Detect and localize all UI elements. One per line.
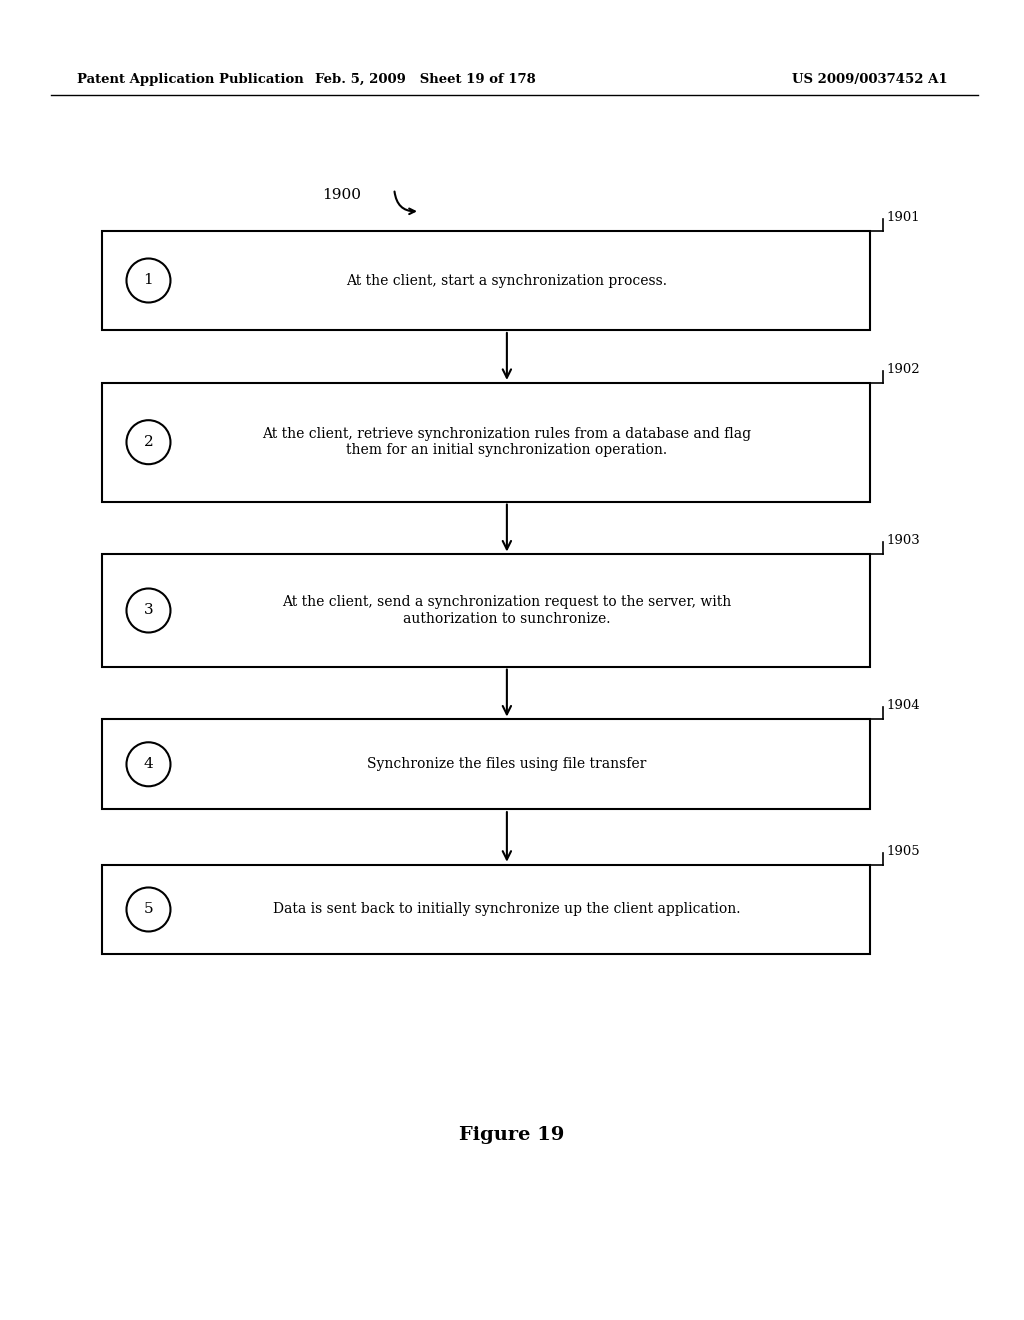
Text: 5: 5 [143, 903, 154, 916]
Text: 2: 2 [143, 436, 154, 449]
Ellipse shape [127, 887, 170, 932]
Text: 1: 1 [143, 273, 154, 288]
Bar [102, 719, 870, 809]
Bar [102, 865, 870, 954]
Text: Feb. 5, 2009   Sheet 19 of 178: Feb. 5, 2009 Sheet 19 of 178 [314, 73, 536, 86]
Text: 1904: 1904 [887, 700, 921, 713]
Text: Patent Application Publication: Patent Application Publication [77, 73, 303, 86]
Text: 1905: 1905 [887, 845, 921, 858]
Ellipse shape [127, 742, 170, 787]
Text: 1901: 1901 [887, 211, 921, 224]
Text: At the client, retrieve synchronization rules from a database and flag
them for : At the client, retrieve synchronization … [262, 428, 752, 457]
Ellipse shape [127, 259, 170, 302]
Text: 4: 4 [143, 758, 154, 771]
Bar [102, 383, 870, 502]
Text: 1903: 1903 [887, 535, 921, 548]
Ellipse shape [127, 420, 170, 465]
Text: 1902: 1902 [887, 363, 921, 376]
Bar [102, 231, 870, 330]
Text: Data is sent back to initially synchronize up the client application.: Data is sent back to initially synchroni… [273, 903, 740, 916]
Bar [102, 554, 870, 667]
Text: At the client, start a synchronization process.: At the client, start a synchronization p… [346, 273, 668, 288]
Text: Synchronize the files using file transfer: Synchronize the files using file transfe… [368, 758, 646, 771]
Ellipse shape [127, 589, 170, 632]
Text: US 2009/0037452 A1: US 2009/0037452 A1 [792, 73, 947, 86]
Text: 1900: 1900 [323, 189, 361, 202]
Text: At the client, send a synchronization request to the server, with
authorization : At the client, send a synchronization re… [283, 595, 731, 626]
Text: Figure 19: Figure 19 [460, 1126, 564, 1144]
Text: 3: 3 [143, 603, 154, 618]
